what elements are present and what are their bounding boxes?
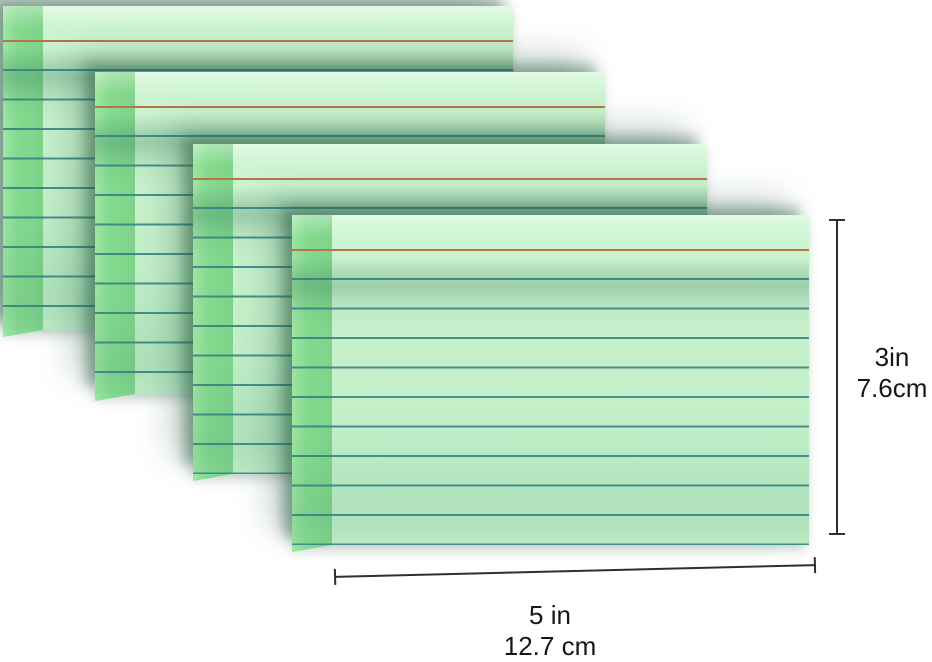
height-dimension-line bbox=[829, 219, 845, 535]
headline-rule bbox=[292, 249, 809, 251]
width-dimension-line bbox=[333, 557, 817, 585]
headline-rule bbox=[95, 106, 605, 108]
index-card-stack-4 bbox=[292, 215, 809, 545]
height-inches-label: 3in bbox=[874, 342, 910, 372]
dimension-tick bbox=[829, 533, 845, 535]
height-cm-label: 7.6cm bbox=[856, 373, 928, 403]
headline-rule bbox=[193, 178, 707, 180]
dimension-tick bbox=[829, 219, 845, 221]
width-inches-label: 5 in bbox=[529, 600, 571, 630]
height-dimension-label: 3in 7.6cm bbox=[850, 342, 932, 404]
width-dimension-label: 5 in 12.7 cm bbox=[410, 600, 690, 662]
headline-rule bbox=[3, 40, 513, 42]
dimension-tick bbox=[813, 557, 817, 574]
width-cm-label: 12.7 cm bbox=[503, 631, 597, 661]
dimension-tick bbox=[333, 568, 337, 585]
ruled-lines bbox=[292, 278, 809, 545]
